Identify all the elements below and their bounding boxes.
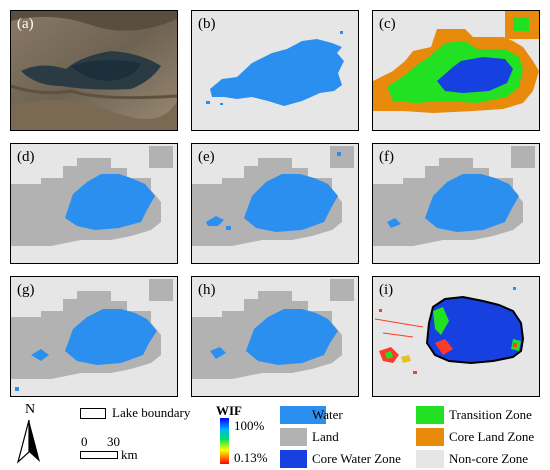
north-label: N — [25, 402, 36, 417]
water-land-map — [11, 279, 173, 391]
panel-d: (d) — [10, 143, 178, 264]
core-water-label: Core Water Zone — [312, 451, 401, 466]
water-land-map — [11, 146, 173, 246]
satellite-image — [11, 11, 177, 130]
non-core-label: Non-core Zone — [449, 451, 529, 466]
transition-swatch — [416, 406, 444, 424]
legend: N Lake boundary 0 30 km WIF 100% 0.13% W… — [0, 400, 550, 470]
water-swatch-fix — [280, 406, 307, 424]
panel-label: (c) — [379, 16, 396, 32]
panel-f: (f) — [372, 143, 540, 264]
scale-unit-label: km — [121, 447, 138, 462]
non-core-swatch — [416, 450, 444, 468]
water-land-map — [373, 146, 535, 246]
water-land-map — [192, 279, 354, 379]
wif-max-label: 100% — [234, 418, 265, 433]
water-map — [206, 31, 344, 106]
panel-label: (h) — [198, 282, 216, 298]
panel-i: (i) — [372, 276, 540, 397]
panel-label: (g) — [17, 282, 35, 298]
panel-b: (b) — [191, 10, 359, 131]
transition-label: Transition Zone — [449, 407, 532, 422]
panel-label: (b) — [198, 16, 216, 32]
lake-boundary-swatch — [80, 408, 106, 419]
panel-label: (e) — [198, 149, 215, 165]
panel-label: (a) — [17, 16, 34, 32]
wif-title: WIF — [216, 403, 242, 418]
panel-h: (h) — [191, 276, 359, 397]
scale-bar — [80, 451, 118, 459]
panel-a: (a) — [10, 10, 178, 131]
scale-end-label: 30 — [107, 434, 120, 449]
lake-boundary-label: Lake boundary — [112, 405, 191, 420]
core-water-swatch — [280, 450, 307, 468]
panel-g: (g) — [10, 276, 178, 397]
water-label: Water — [312, 407, 343, 422]
north-arrow-icon — [16, 419, 40, 464]
wif-min-label: 0.13% — [234, 450, 268, 465]
panel-e: (e) — [191, 143, 359, 264]
water-land-map — [192, 146, 354, 246]
panel-label: (i) — [379, 282, 394, 298]
panel-c: (c) — [372, 10, 540, 131]
core-land-swatch — [416, 428, 444, 446]
wif-map — [374, 287, 525, 374]
scale-start-label: 0 — [81, 434, 88, 449]
land-label: Land — [312, 429, 339, 444]
panel-label: (f) — [379, 149, 394, 165]
core-land-label: Core Land Zone — [449, 429, 535, 444]
wif-colorbar — [220, 418, 229, 464]
land-swatch — [280, 428, 307, 446]
zone-map — [373, 11, 539, 113]
panel-label: (d) — [17, 149, 35, 165]
